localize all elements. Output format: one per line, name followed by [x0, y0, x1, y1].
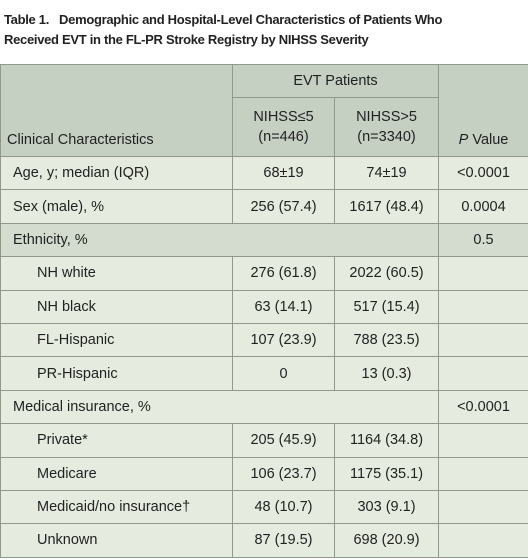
empty-cell: [438, 322, 528, 358]
cell: 106 (23.7): [232, 456, 335, 491]
header-text: NIHSS≤5: [253, 109, 314, 125]
cell: 303 (9.1): [333, 489, 440, 525]
empty-cell: [438, 423, 528, 458]
header-cell: Clinical Characteristics: [0, 64, 233, 157]
header-text: Value: [472, 132, 509, 148]
row-label: Medicare: [0, 456, 233, 491]
table-label: Table 1.: [4, 12, 50, 27]
cell: 63 (14.1): [232, 289, 335, 324]
cell: 107 (23.9): [232, 322, 335, 358]
title-text: Demographic and Hospital-Level Character…: [59, 12, 443, 27]
empty-cell: [438, 523, 528, 558]
p-value: <0.0001: [438, 389, 528, 425]
table-row: NH white 276 (61.8) 2022 (60.5): [0, 256, 528, 291]
header-cell: EVT Patients: [231, 64, 440, 98]
cell: 87 (19.5): [232, 523, 335, 558]
row-label: Medical insurance, %: [0, 389, 440, 425]
cell: 276 (61.8): [232, 256, 335, 291]
table-row: PR-Hispanic 0 13 (0.3): [0, 356, 528, 391]
cell: 68±19: [232, 155, 335, 191]
p-value: <0.0001: [438, 155, 528, 191]
cell: 2022 (60.5): [333, 256, 440, 291]
cell: 0: [232, 356, 335, 391]
cell: 205 (45.9): [232, 423, 335, 458]
cell: 13 (0.3): [333, 356, 440, 391]
empty-cell: [438, 456, 528, 491]
row-label: Age, y; median (IQR): [0, 155, 233, 191]
cell: 788 (23.5): [333, 322, 440, 358]
table-row: Ethnicity, % 0.5: [0, 222, 528, 258]
row-label: Medicaid/no insurance†: [0, 489, 233, 525]
cell: 48 (10.7): [232, 489, 335, 525]
row-label: Unknown: [0, 523, 233, 558]
header-cell: NIHSS>5 (n=3340): [333, 97, 440, 157]
table-row: Medicaid/no insurance† 48 (10.7) 303 (9.1): [0, 489, 528, 525]
table-row: Medical insurance, % <0.0001: [0, 389, 528, 425]
cell: 517 (15.4): [333, 289, 440, 324]
table-row: NH black 63 (14.1) 517 (15.4): [0, 289, 528, 324]
row-label: PR-Hispanic: [0, 356, 233, 391]
row-label: FL-Hispanic: [0, 322, 233, 358]
p-value: 0.5: [438, 222, 528, 258]
table-row: Medicare 106 (23.7) 1175 (35.1): [0, 456, 528, 491]
header-text: (n=3340): [357, 129, 416, 145]
row-label: Ethnicity, %: [0, 222, 440, 258]
table-row: Unknown 87 (19.5) 698 (20.9): [0, 523, 528, 558]
empty-cell: [438, 289, 528, 324]
table-body: Age, y; median (IQR) 68±19 74±19 <0.0001 Sex…: [0, 155, 528, 558]
header-cell: P Value: [438, 64, 528, 157]
cell: 698 (20.9): [333, 523, 440, 558]
p-value: 0.0004: [438, 189, 528, 224]
table-row: FL-Hispanic 107 (23.9) 788 (23.5): [0, 322, 528, 358]
header-text: (n=446): [258, 129, 309, 145]
row-label: Private*: [0, 423, 233, 458]
title-line: Table 1. Demographic and Hospital-Level C…: [4, 10, 526, 30]
table-title: Table 1. Demographic and Hospital-Level C…: [4, 10, 526, 50]
header-text: NIHSS>5: [356, 109, 417, 125]
empty-cell: [438, 356, 528, 391]
cell: 74±19: [333, 155, 440, 191]
cell: 1175 (35.1): [333, 456, 440, 491]
table: Clinical Characteristics EVT Patients P …: [0, 64, 528, 558]
row-label: NH white: [0, 256, 233, 291]
empty-cell: [438, 489, 528, 525]
cell: 1164 (34.8): [333, 423, 440, 458]
row-label: Sex (male), %: [0, 189, 233, 224]
table-row: Sex (male), % 256 (57.4) 1617 (48.4) 0.0004: [0, 189, 528, 224]
header-cell: NIHSS≤5 (n=446): [232, 97, 335, 157]
row-label: NH black: [0, 289, 233, 324]
table-row: Age, y; median (IQR) 68±19 74±19 <0.0001: [0, 155, 528, 191]
title-line: Received EVT in the FL-PR Stroke Registr…: [4, 32, 369, 47]
header-text: P: [458, 132, 469, 148]
table-row: Private* 205 (45.9) 1164 (34.8): [0, 423, 528, 458]
cell: 256 (57.4): [232, 189, 335, 224]
empty-cell: [438, 256, 528, 291]
cell: 1617 (48.4): [333, 189, 440, 224]
